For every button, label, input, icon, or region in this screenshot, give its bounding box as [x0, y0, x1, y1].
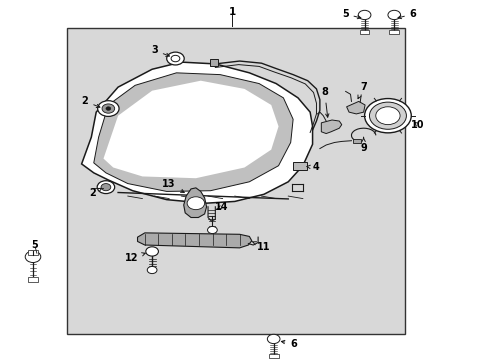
- Circle shape: [387, 10, 400, 19]
- Polygon shape: [321, 120, 341, 134]
- Text: 14: 14: [214, 202, 228, 212]
- Text: 10: 10: [410, 120, 424, 130]
- Circle shape: [364, 99, 410, 133]
- Polygon shape: [103, 81, 278, 178]
- Circle shape: [97, 181, 115, 194]
- FancyBboxPatch shape: [388, 30, 398, 34]
- FancyBboxPatch shape: [28, 277, 38, 282]
- Text: 2: 2: [81, 96, 100, 108]
- Circle shape: [101, 184, 111, 191]
- Text: 5: 5: [31, 240, 38, 250]
- Circle shape: [147, 266, 157, 274]
- Circle shape: [25, 251, 41, 262]
- Circle shape: [207, 226, 217, 234]
- FancyBboxPatch shape: [359, 30, 369, 34]
- Polygon shape: [94, 73, 292, 192]
- Circle shape: [358, 10, 370, 19]
- Circle shape: [98, 101, 119, 116]
- Polygon shape: [137, 233, 251, 248]
- Text: 6: 6: [397, 9, 416, 19]
- Circle shape: [375, 107, 399, 125]
- Text: 13: 13: [162, 179, 184, 193]
- FancyBboxPatch shape: [292, 162, 306, 170]
- Text: 7: 7: [357, 82, 366, 99]
- Polygon shape: [346, 102, 365, 114]
- Text: 2: 2: [89, 188, 102, 198]
- Circle shape: [145, 247, 158, 256]
- Circle shape: [369, 102, 406, 129]
- Text: 6: 6: [281, 339, 296, 348]
- Text: 8: 8: [321, 87, 328, 117]
- Text: 12: 12: [125, 253, 145, 263]
- FancyBboxPatch shape: [268, 354, 278, 358]
- Circle shape: [106, 107, 111, 111]
- Circle shape: [166, 52, 184, 65]
- Circle shape: [267, 334, 280, 343]
- Text: 1: 1: [228, 7, 236, 17]
- Polygon shape: [183, 188, 206, 217]
- Text: 4: 4: [306, 162, 319, 172]
- Text: 11: 11: [251, 242, 270, 252]
- FancyBboxPatch shape: [209, 59, 218, 66]
- Circle shape: [187, 197, 204, 210]
- Text: 5: 5: [341, 9, 360, 19]
- Text: 3: 3: [151, 45, 169, 57]
- Text: 9: 9: [360, 137, 366, 153]
- FancyBboxPatch shape: [28, 250, 38, 255]
- Polygon shape: [81, 62, 312, 203]
- FancyBboxPatch shape: [67, 28, 404, 334]
- FancyBboxPatch shape: [353, 139, 360, 143]
- Circle shape: [102, 104, 115, 113]
